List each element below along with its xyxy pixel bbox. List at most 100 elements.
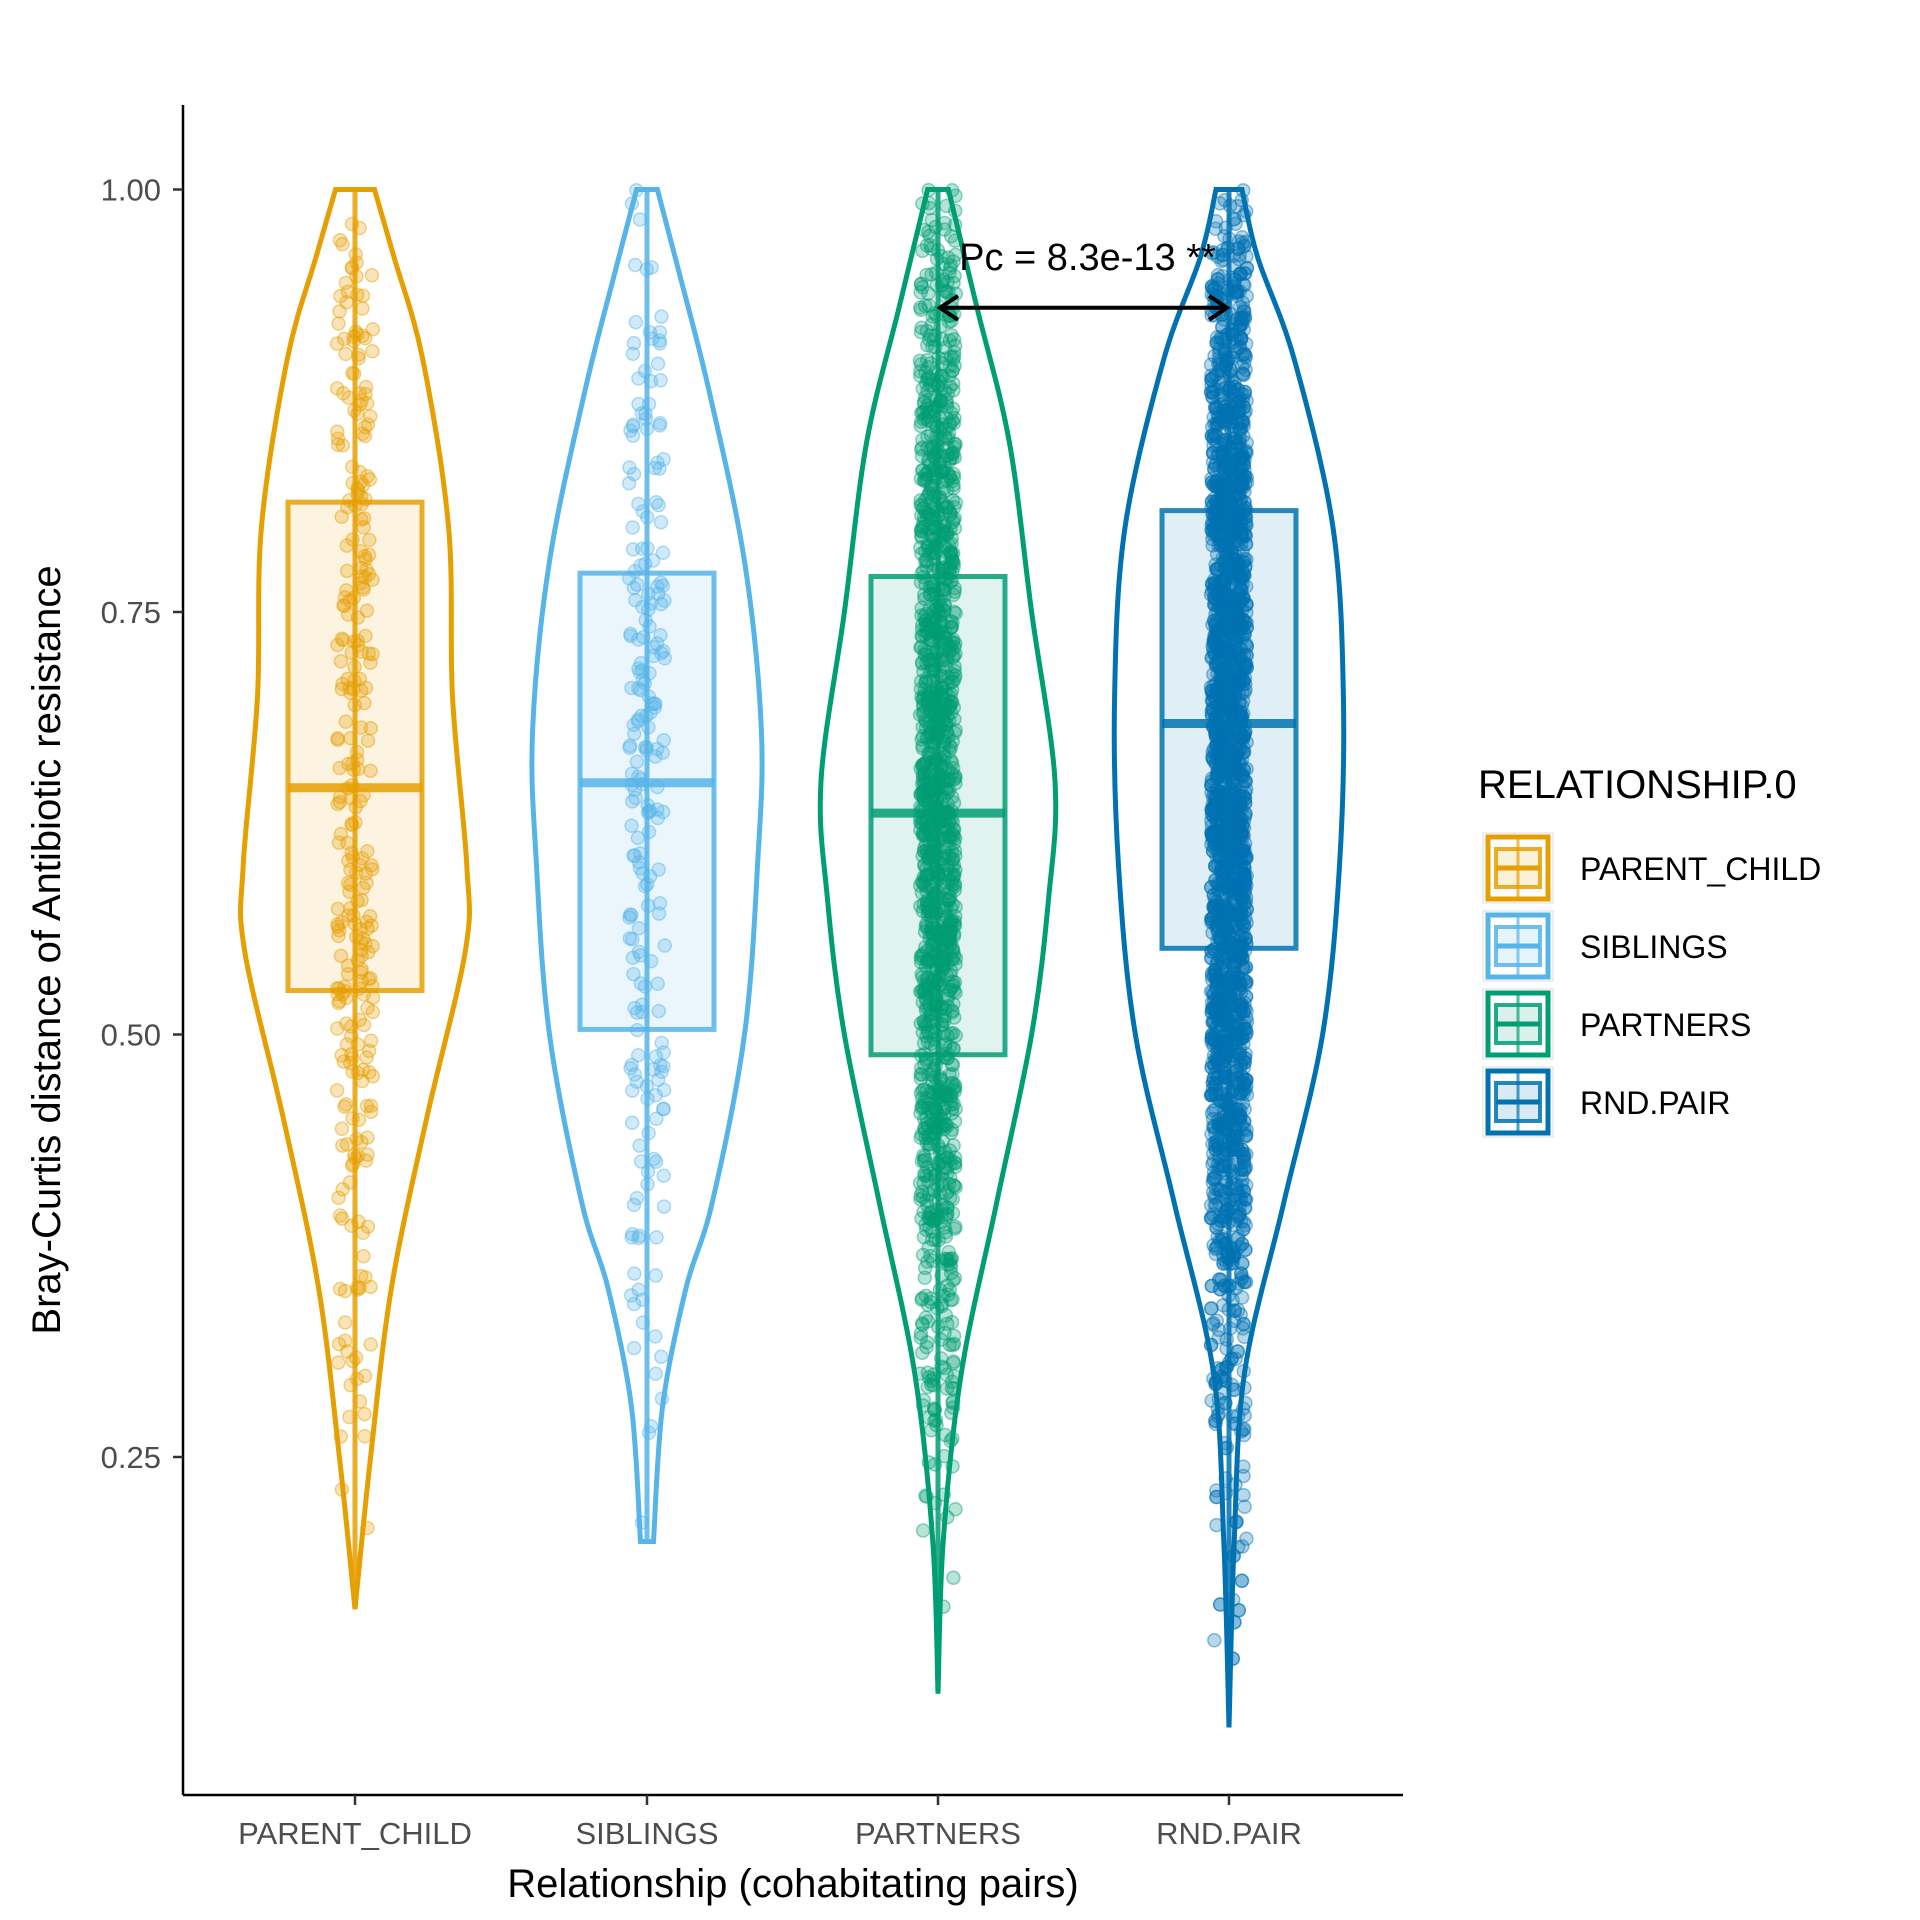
x-tick-label: PARTNERS — [855, 1816, 1021, 1851]
data-point — [329, 1083, 345, 1098]
data-point — [1204, 1301, 1219, 1316]
legend-key — [1482, 910, 1554, 982]
data-point — [940, 499, 956, 515]
data-point — [359, 396, 375, 411]
data-point — [653, 514, 669, 530]
data-point — [652, 415, 668, 431]
data-point — [1204, 1001, 1220, 1016]
data-point — [631, 371, 646, 386]
data-point — [335, 676, 350, 692]
data-point — [626, 1340, 642, 1356]
data-point — [630, 1047, 646, 1063]
data-point — [1238, 362, 1253, 377]
data-point — [918, 1222, 934, 1237]
data-point — [330, 917, 345, 932]
data-point — [362, 532, 377, 548]
data-point — [648, 1366, 663, 1382]
data-point — [361, 1043, 377, 1059]
data-point — [913, 300, 928, 315]
data-point — [948, 1219, 963, 1234]
data-point — [915, 1317, 930, 1333]
data-point — [330, 731, 345, 746]
data-point — [626, 335, 642, 351]
data-point — [1206, 1171, 1221, 1187]
data-point — [363, 721, 379, 736]
data-point — [335, 1181, 350, 1197]
data-point — [331, 1190, 346, 1206]
data-point — [330, 796, 346, 812]
box-iqr — [1159, 508, 1299, 951]
data-point — [945, 473, 960, 489]
data-point — [1236, 457, 1252, 473]
y-tick-label: 0.75 — [101, 595, 161, 630]
data-point — [333, 826, 349, 842]
data-point — [948, 1501, 963, 1517]
data-point — [357, 549, 373, 564]
data-point — [1237, 1162, 1252, 1177]
data-point — [625, 542, 641, 557]
data-point — [334, 1121, 350, 1137]
data-point — [1205, 1015, 1220, 1030]
data-point — [329, 381, 345, 396]
annotation-text: Pc = 8.3e-13 ** — [959, 237, 1216, 279]
data-point — [915, 1523, 931, 1538]
data-point — [330, 437, 346, 452]
data-point — [364, 268, 380, 283]
data-point — [947, 450, 962, 465]
data-point — [622, 460, 637, 475]
data-point — [652, 325, 668, 340]
data-point — [656, 1101, 671, 1116]
data-point — [330, 732, 346, 748]
data-point — [912, 353, 928, 369]
data-point — [338, 714, 354, 730]
data-point — [330, 901, 346, 917]
data-point — [623, 1288, 639, 1303]
data-point — [362, 409, 378, 424]
data-point — [1230, 1142, 1246, 1157]
data-point — [334, 631, 350, 647]
data-point — [361, 646, 377, 661]
data-point — [1209, 1313, 1225, 1329]
data-point — [363, 970, 378, 986]
data-point — [1204, 372, 1219, 387]
data-point — [1207, 1633, 1222, 1648]
data-point — [943, 1251, 959, 1267]
data-point — [1229, 1020, 1245, 1036]
data-point — [652, 461, 667, 476]
data-point — [360, 733, 376, 748]
data-point — [333, 288, 348, 304]
data-point — [332, 304, 347, 319]
data-point — [360, 944, 376, 960]
legend-label: RND.PAIR — [1580, 1085, 1731, 1121]
data-point — [1237, 384, 1253, 400]
data-point — [332, 794, 348, 810]
data-point — [365, 344, 380, 359]
data-point — [1211, 972, 1226, 988]
data-point — [365, 1004, 381, 1020]
data-point — [1211, 479, 1226, 494]
data-point — [334, 681, 350, 697]
data-point — [365, 572, 380, 588]
data-point — [330, 424, 345, 439]
data-point — [913, 285, 928, 300]
data-point — [358, 680, 374, 696]
data-point — [365, 1068, 381, 1084]
legend-key — [1482, 988, 1554, 1060]
legend-title: RELATIONSHIP.0 — [1478, 763, 1797, 807]
data-point — [1233, 316, 1249, 332]
x-tick-label: RND.PAIR — [1156, 1816, 1302, 1851]
data-point — [920, 506, 936, 521]
data-point — [359, 1098, 375, 1114]
data-point — [361, 547, 377, 563]
data-point — [917, 1270, 933, 1286]
data-point — [333, 654, 349, 669]
data-point — [364, 858, 379, 873]
data-point — [357, 570, 373, 585]
data-point — [1213, 1118, 1229, 1134]
data-point — [362, 472, 378, 487]
data-point — [358, 379, 374, 395]
data-point — [631, 1230, 646, 1246]
data-point — [1204, 1105, 1220, 1121]
group-partners — [817, 182, 1059, 1694]
data-point — [653, 1349, 669, 1364]
